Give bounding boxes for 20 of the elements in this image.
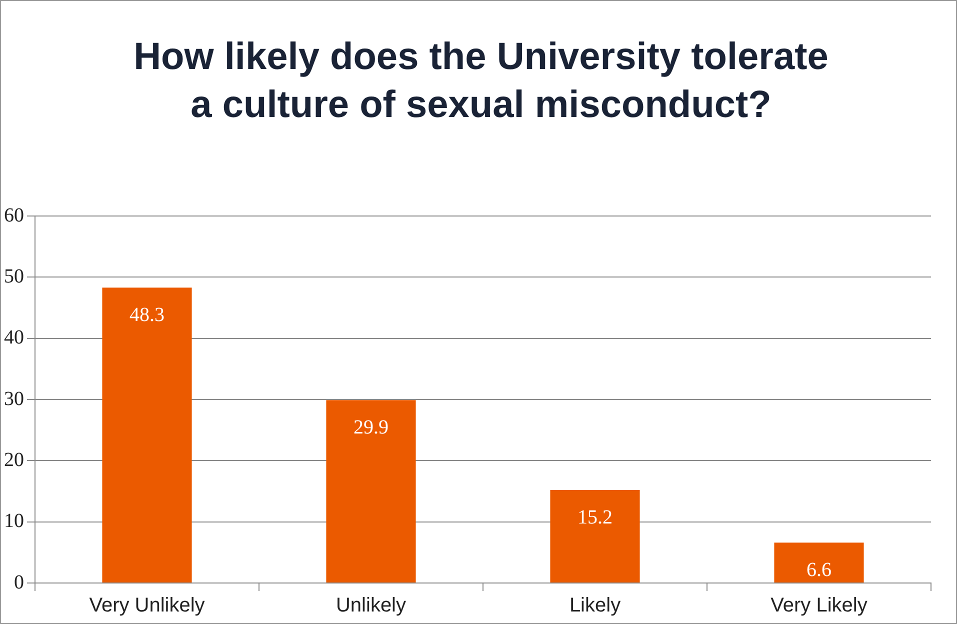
x-tick-label: Very Likely <box>770 594 868 617</box>
data-label: 15.2 <box>578 506 612 528</box>
y-tick-label: 40 <box>4 326 24 349</box>
y-tick-label: 50 <box>4 265 24 288</box>
y-tick-label: 0 <box>14 571 24 594</box>
data-label: 29.9 <box>354 416 388 438</box>
y-tick-label: 30 <box>4 388 24 410</box>
x-tick-label: Likely <box>569 594 621 617</box>
y-tick-label: 60 <box>4 204 24 226</box>
y-tick-label: 10 <box>4 510 24 532</box>
x-tick-label: Unlikely <box>336 594 406 617</box>
data-label: 48.3 <box>130 304 164 326</box>
y-tick-label: 20 <box>4 448 24 471</box>
chart-title: How likely does the University tolerate a culture of sexual misconduct? <box>132 35 830 128</box>
bar <box>550 490 640 582</box>
data-label: 6.6 <box>806 558 832 581</box>
bar <box>102 288 192 582</box>
bar <box>774 542 864 582</box>
x-tick-label: Very Unlikely <box>89 594 205 617</box>
bar <box>326 400 416 582</box>
